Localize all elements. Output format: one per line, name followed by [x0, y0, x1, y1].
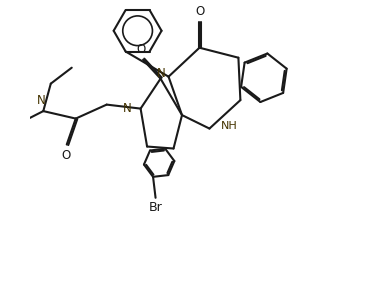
Text: N: N — [123, 102, 132, 115]
Text: NH: NH — [220, 121, 237, 131]
Text: O: O — [136, 43, 145, 56]
Text: Br: Br — [149, 201, 162, 214]
Text: N: N — [157, 67, 166, 80]
Text: O: O — [196, 5, 205, 18]
Text: N: N — [36, 94, 45, 107]
Text: O: O — [61, 148, 70, 162]
